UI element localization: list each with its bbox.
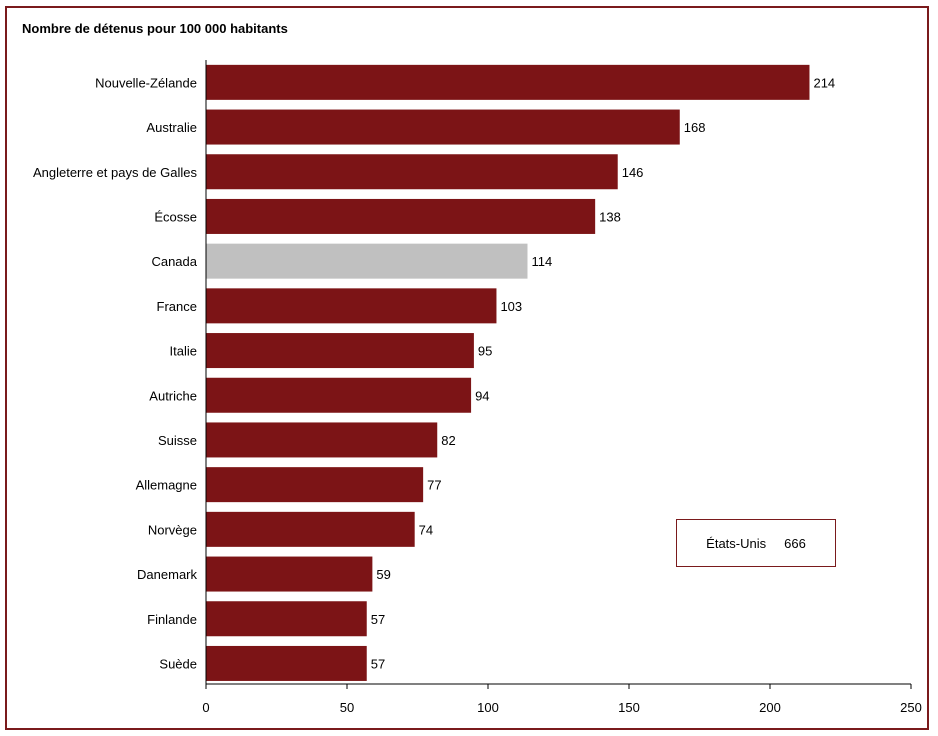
value-label: 95 xyxy=(478,344,492,359)
value-label: 168 xyxy=(684,120,706,135)
us-annotation-value: 666 xyxy=(784,535,806,551)
category-label: Australie xyxy=(146,120,197,135)
us-annotation-label: États-Unis xyxy=(706,535,767,551)
value-label: 146 xyxy=(622,165,644,180)
value-label: 114 xyxy=(531,254,552,269)
x-tick-label: 0 xyxy=(202,700,209,715)
category-label: France xyxy=(157,299,197,314)
value-label: 57 xyxy=(371,656,385,671)
value-label: 214 xyxy=(813,75,835,90)
chart-title: Nombre de détenus pour 100 000 habitants xyxy=(22,21,288,36)
x-tick-label: 150 xyxy=(618,700,640,715)
category-label: Allemagne xyxy=(136,478,197,493)
value-label: 138 xyxy=(599,209,621,224)
category-label: Danemark xyxy=(137,567,197,582)
category-label: Suède xyxy=(159,656,197,671)
bar xyxy=(206,556,373,592)
value-label: 57 xyxy=(371,612,385,627)
category-label: Finlande xyxy=(147,612,197,627)
category-label: Canada xyxy=(151,254,197,269)
category-label: Italie xyxy=(170,344,197,359)
x-tick-label: 250 xyxy=(900,700,922,715)
category-label: Angleterre et pays de Galles xyxy=(33,165,198,180)
bar xyxy=(206,333,474,369)
x-tick-label: 200 xyxy=(759,700,781,715)
x-tick-label: 50 xyxy=(340,700,354,715)
us-annotation-box: États-Unis 666 xyxy=(676,519,836,567)
bar xyxy=(206,154,618,190)
chart-frame xyxy=(5,6,929,730)
value-label: 59 xyxy=(376,567,390,582)
x-tick-label: 100 xyxy=(477,700,499,715)
value-label: 74 xyxy=(419,522,433,537)
category-label: Nouvelle-Zélande xyxy=(95,75,197,90)
category-label: Norvège xyxy=(148,522,197,537)
bar xyxy=(206,601,367,637)
bar xyxy=(206,645,367,681)
category-label: Écosse xyxy=(154,209,197,224)
bar xyxy=(206,64,810,100)
bar xyxy=(206,109,680,145)
category-label: Suisse xyxy=(158,433,197,448)
bar xyxy=(206,511,415,547)
value-label: 103 xyxy=(500,299,522,314)
value-label: 82 xyxy=(441,433,455,448)
bar xyxy=(206,288,497,324)
value-label: 94 xyxy=(475,388,489,403)
category-label: Autriche xyxy=(149,388,197,403)
bar xyxy=(206,243,528,279)
bar xyxy=(206,377,472,413)
x-axis: 0 50 100 150 200 250 xyxy=(202,60,922,715)
bar xyxy=(206,422,438,458)
value-label: 77 xyxy=(427,478,441,493)
bars-layer: Nouvelle-Zélande 214 Australie 168 Angleterr… xyxy=(33,64,835,681)
bar xyxy=(206,198,596,234)
bar xyxy=(206,467,424,503)
